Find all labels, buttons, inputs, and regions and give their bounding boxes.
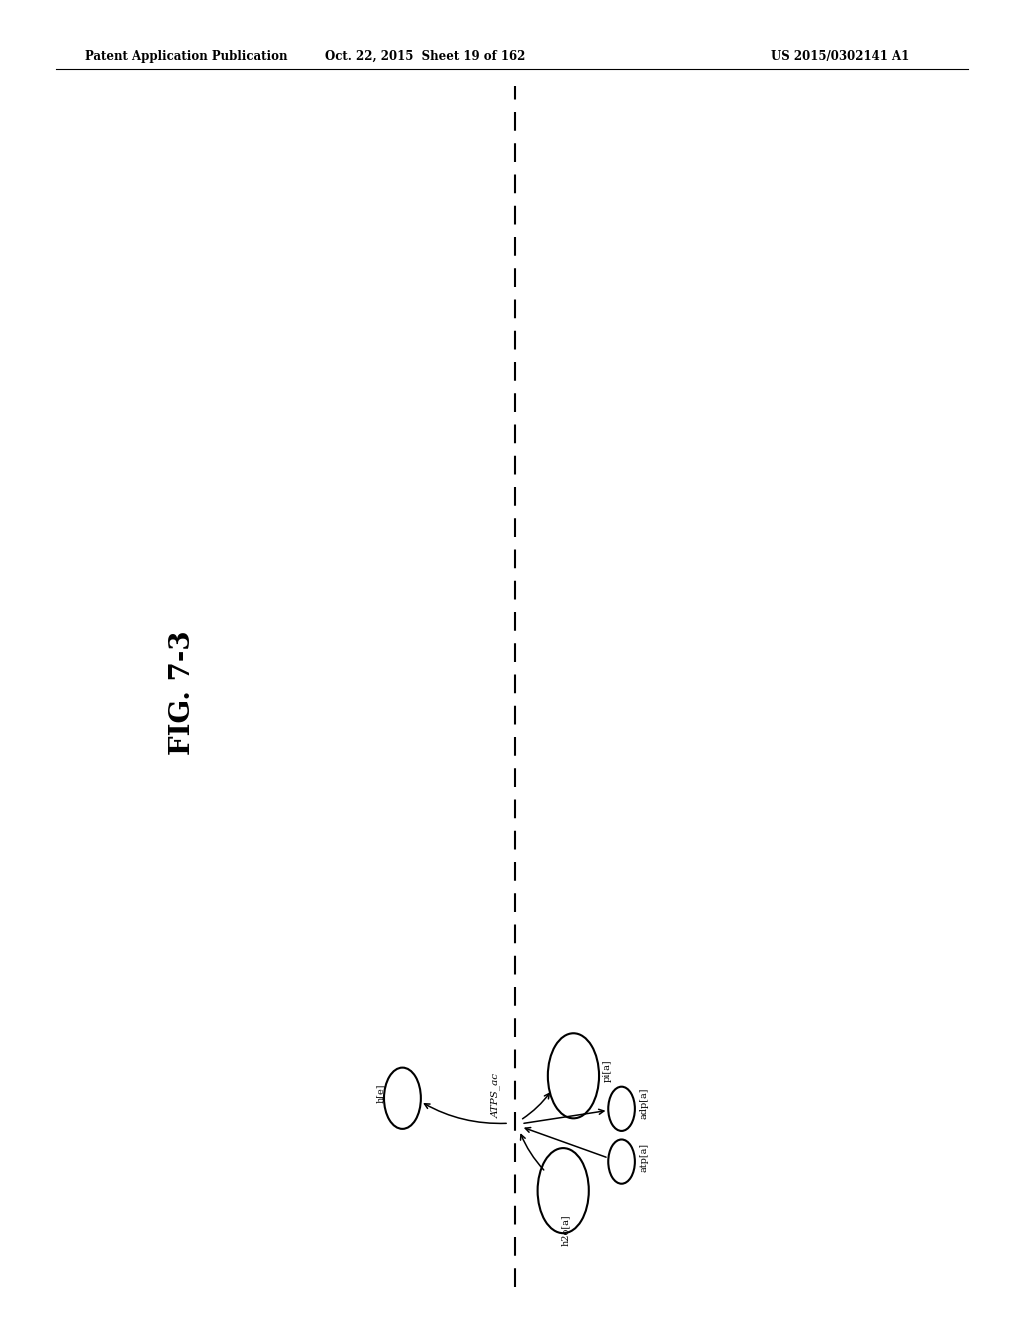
- Text: FIG. 7-3: FIG. 7-3: [169, 631, 196, 755]
- Text: h2o[a]: h2o[a]: [561, 1214, 569, 1246]
- Text: Oct. 22, 2015  Sheet 19 of 162: Oct. 22, 2015 Sheet 19 of 162: [325, 50, 525, 63]
- Text: atp[a]: atp[a]: [640, 1143, 648, 1172]
- Text: pi[a]: pi[a]: [603, 1059, 611, 1082]
- Text: h[e]: h[e]: [376, 1084, 384, 1102]
- Text: Patent Application Publication: Patent Application Publication: [85, 50, 288, 63]
- Text: ATPS_ac: ATPS_ac: [492, 1073, 501, 1118]
- Text: adp[a]: adp[a]: [640, 1088, 648, 1119]
- Text: US 2015/0302141 A1: US 2015/0302141 A1: [770, 50, 909, 63]
